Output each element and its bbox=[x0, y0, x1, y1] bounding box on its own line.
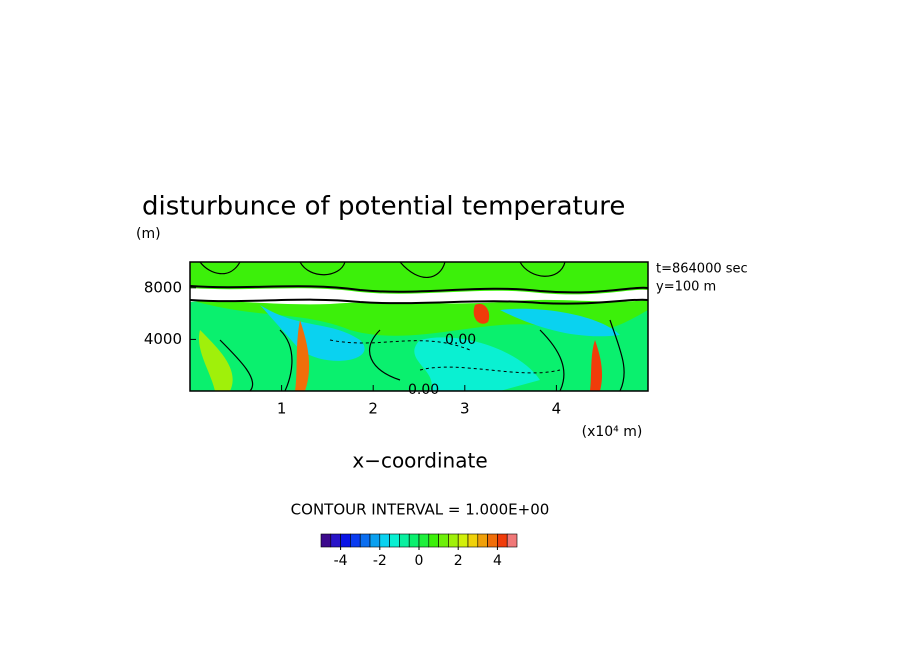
plot-frame bbox=[189, 261, 649, 392]
colorbar-box bbox=[389, 533, 400, 548]
colorbar-box bbox=[340, 533, 351, 548]
colorbar-box bbox=[359, 533, 371, 548]
x-axis-label: x−coordinate bbox=[352, 449, 487, 473]
x-tick-label: 4 bbox=[552, 400, 562, 418]
colorbar-box bbox=[438, 533, 449, 548]
colorbar-box bbox=[369, 533, 381, 548]
annotation: t=864000 sec bbox=[656, 262, 748, 277]
colorbar-tick-label: 0 bbox=[415, 553, 424, 569]
x-unit: (x10⁴ m) bbox=[582, 424, 643, 440]
colorbar-box bbox=[477, 533, 488, 548]
colorbar-tick-label: -2 bbox=[373, 553, 387, 569]
colorbar-box bbox=[497, 533, 508, 548]
colorbar-box bbox=[408, 533, 420, 548]
colorbar-box bbox=[487, 533, 498, 548]
y-unit: (m) bbox=[136, 226, 161, 242]
contour-interval: CONTOUR INTERVAL = 1.000E+00 bbox=[291, 501, 550, 519]
y-tick-label: 4000 bbox=[144, 330, 182, 348]
colorbar-box bbox=[330, 533, 341, 548]
contour-field bbox=[189, 261, 649, 392]
colorbar-tick-label: -4 bbox=[334, 553, 348, 569]
contour-label: 0.00 bbox=[408, 382, 439, 398]
chart-title: disturbunce of potential temperature bbox=[142, 192, 625, 222]
colorbar-box bbox=[418, 533, 430, 548]
colorbar-box bbox=[448, 533, 459, 548]
colorbar-box bbox=[428, 533, 439, 548]
x-tick-label: 2 bbox=[368, 400, 378, 418]
colorbar-tick-label: 2 bbox=[454, 553, 463, 569]
y-tick-label: 8000 bbox=[144, 278, 182, 296]
colorbar-box bbox=[379, 533, 390, 548]
colorbar-box bbox=[350, 533, 361, 548]
colorbar-tick-label: 4 bbox=[493, 553, 502, 569]
x-tick-label: 3 bbox=[460, 400, 470, 418]
x-tick-label: 1 bbox=[277, 400, 287, 418]
colorbar-box bbox=[399, 533, 410, 548]
colorbar-box bbox=[320, 533, 332, 548]
colorbar-box bbox=[506, 533, 518, 548]
colorbar-box bbox=[467, 533, 479, 548]
annotation: y=100 m bbox=[656, 280, 716, 295]
colorbar-box bbox=[457, 533, 469, 548]
contour-label: 0.00 bbox=[445, 332, 476, 348]
